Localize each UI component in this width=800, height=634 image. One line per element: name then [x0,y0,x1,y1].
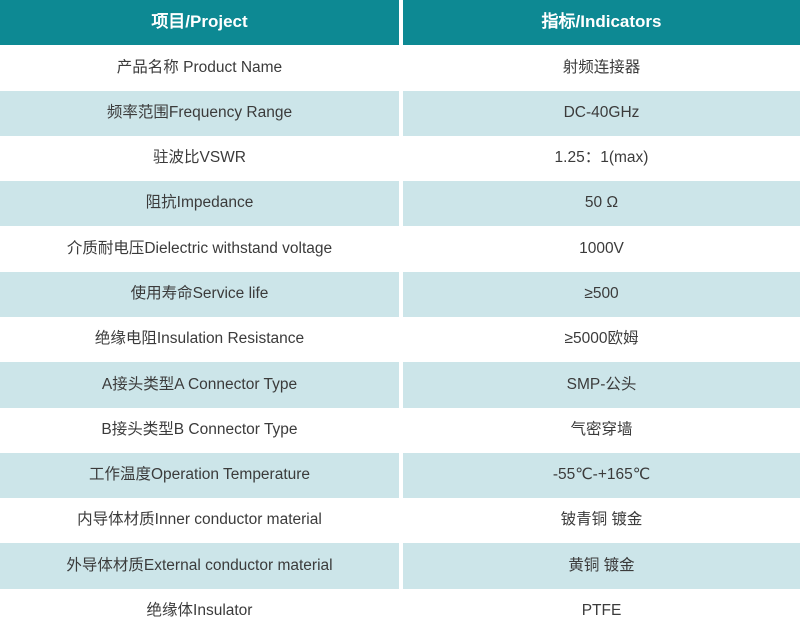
column-divider [399,362,403,408]
column-divider [399,45,403,91]
table-row: 驻波比VSWR 1.25：1(max) [0,135,800,182]
indicator-cell: 50 Ω [584,194,619,212]
project-cell: 使用寿命Service life [130,285,269,303]
indicator-cell: 射频连接器 [562,58,641,76]
project-cell: 内导体材质Inner conductor material [77,511,322,529]
column-divider [399,543,403,589]
project-cell: 工作温度Operation Temperature [88,466,311,484]
indicator-cell: -55℃-+165℃ [552,466,651,484]
indicator-cell: 黄铜 镀金 [568,556,635,574]
project-cell: B接头类型B Connector Type [101,420,298,438]
project-cell: 驻波比VSWR [152,149,246,167]
project-cell: A接头类型A Connector Type [101,375,298,393]
project-cell: 绝缘电阻Insulation Resistance [94,330,305,348]
table-row: 阻抗Impedance 50 Ω [0,181,800,227]
column-divider [399,271,403,317]
table-row: 外导体材质External conductor material 黄铜 镀金 [0,543,800,589]
column-divider [399,90,403,136]
table-row: 工作温度Operation Temperature -55℃-+165℃ [0,452,800,499]
column-divider [399,316,403,363]
indicator-cell: PTFE [581,602,622,619]
project-cell: 介质耐电压Dielectric withstand voltage [66,239,333,257]
table-row: 使用寿命Service life ≥500 [0,271,800,317]
indicator-cell: DC-40GHz [563,103,640,121]
header-cell-indicators: 指标/Indicators [541,12,662,32]
project-cell: 频率范围Frequency Range [106,103,293,121]
table-row: 频率范围Frequency Range DC-40GHz [0,90,800,136]
column-divider [399,226,403,272]
table-header-row: 项目/Project 指标/Indicators [0,0,800,46]
column-divider [399,407,403,453]
table-row: 绝缘体Insulator PTFE [0,588,800,634]
indicator-cell: 铍青铜 镀金 [560,511,643,529]
indicator-cell: 1000V [579,239,624,257]
project-cell: 产品名称 Product Name [116,58,283,76]
table-row: 内导体材质Inner conductor material 铍青铜 镀金 [0,498,800,544]
header-cell-project: 项目/Project [151,12,248,32]
column-divider [399,498,403,544]
table-row: A接头类型A Connector Type SMP-公头 [0,362,800,408]
table-row: 绝缘电阻Insulation Resistance ≥5000欧姆 [0,316,800,363]
indicator-cell: 1.25：1(max) [554,149,649,167]
column-divider [399,181,403,227]
column-divider [399,588,403,634]
column-divider [399,135,403,182]
indicator-cell: ≥500 [584,285,619,303]
indicator-cell: 气密穿墙 [570,420,633,438]
table-row: 产品名称 Product Name 射频连接器 [0,45,800,91]
table-row: B接头类型B Connector Type 气密穿墙 [0,407,800,453]
project-cell: 阻抗Impedance [145,194,254,212]
table-row: 介质耐电压Dielectric withstand voltage 1000V [0,226,800,272]
column-divider [399,0,403,46]
column-divider [399,452,403,499]
indicator-cell: ≥5000欧姆 [564,330,639,348]
project-cell: 绝缘体Insulator [146,602,253,619]
indicator-cell: SMP-公头 [566,375,637,393]
project-cell: 外导体材质External conductor material [66,556,333,574]
